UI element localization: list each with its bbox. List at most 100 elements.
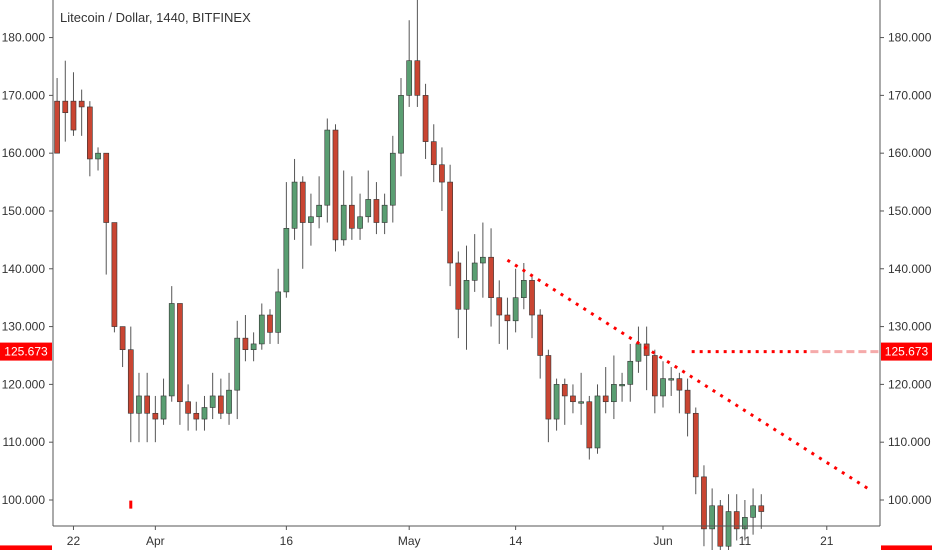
candle xyxy=(430,124,437,183)
candle-body xyxy=(193,412,200,420)
candle xyxy=(471,234,478,292)
candle xyxy=(283,182,290,298)
candle xyxy=(668,367,675,396)
candle xyxy=(709,488,715,550)
candle-body xyxy=(496,297,503,316)
y-tick-label-right: 160.000 xyxy=(888,146,932,160)
candle-body xyxy=(488,256,494,298)
candle xyxy=(54,78,60,154)
candle xyxy=(676,372,683,414)
candle-body xyxy=(439,164,445,183)
y-tick-label-left: 140.000 xyxy=(2,262,46,276)
candles-group xyxy=(54,0,765,550)
candle xyxy=(643,326,650,391)
candle-body xyxy=(635,343,642,362)
candle-body xyxy=(381,204,388,223)
candle xyxy=(422,83,429,159)
candle xyxy=(488,228,494,327)
candle xyxy=(365,170,372,223)
candle xyxy=(152,395,159,443)
price-label-right: 125.673 xyxy=(885,345,929,359)
candle xyxy=(218,378,224,420)
y-ticks-right: 180.000 170.000 160.000 150.000 140.000 130.0… xyxy=(880,31,932,507)
trendline xyxy=(506,258,869,490)
candle xyxy=(160,378,167,425)
candle xyxy=(447,164,453,287)
candle xyxy=(201,395,208,431)
candle-body xyxy=(668,378,675,381)
candle xyxy=(504,297,511,350)
candle-body xyxy=(185,401,191,414)
candle xyxy=(586,395,593,460)
candle-body xyxy=(504,314,511,322)
candle-body xyxy=(676,378,683,391)
candle xyxy=(267,309,273,344)
candle-body xyxy=(430,141,437,166)
candle xyxy=(381,193,388,235)
candle xyxy=(316,176,322,229)
price-label-left: 90.583 xyxy=(8,547,45,550)
candle-body xyxy=(258,314,265,345)
candle xyxy=(62,60,69,142)
candle xyxy=(242,315,249,362)
candle xyxy=(95,147,101,171)
candle-body xyxy=(250,343,257,351)
candle-body xyxy=(160,395,167,420)
candle xyxy=(463,245,470,350)
candle-body xyxy=(733,511,740,530)
candle-body xyxy=(692,412,699,478)
candle-body xyxy=(62,100,69,114)
price-label-left: 125.673 xyxy=(4,345,48,359)
candle xyxy=(725,494,732,550)
candle-body xyxy=(545,355,552,420)
candle-body xyxy=(701,476,707,530)
candle xyxy=(512,268,519,333)
y-tick-label-right: 110.000 xyxy=(888,435,931,449)
candle xyxy=(299,176,306,269)
y-ticks-left: 180.000 170.000 160.000 150.000 140.000 130.0… xyxy=(2,31,53,507)
candle xyxy=(439,147,445,211)
candle xyxy=(561,378,568,425)
candle-body xyxy=(111,222,118,327)
y-tick-label-left: 100.000 xyxy=(2,493,46,507)
candle xyxy=(537,309,544,379)
candle-body xyxy=(578,401,584,404)
candle xyxy=(406,20,413,107)
candle xyxy=(578,372,584,425)
candle xyxy=(389,135,396,223)
candle-body xyxy=(463,280,470,310)
candle-body xyxy=(226,389,232,414)
candle xyxy=(455,251,462,339)
candle xyxy=(373,182,380,235)
price-label-left-bg xyxy=(0,545,52,550)
candle-body xyxy=(275,291,282,333)
candle xyxy=(758,494,765,529)
candle-body xyxy=(520,280,527,298)
candle xyxy=(627,343,634,402)
candle xyxy=(480,222,486,298)
candle-body xyxy=(291,181,298,229)
candle-body xyxy=(725,511,732,547)
candle xyxy=(111,222,118,333)
x-tick-label: Apr xyxy=(146,534,165,548)
candle xyxy=(414,0,421,107)
candle-body xyxy=(70,100,77,131)
candle xyxy=(660,361,666,408)
candle-body xyxy=(332,129,339,241)
y-tick-label-right: 140.000 xyxy=(888,262,932,276)
candle-body xyxy=(78,100,85,108)
candle xyxy=(324,118,331,223)
chart-title: Litecoin / Dollar, 1440, BITFINEX xyxy=(60,10,251,25)
candle-body xyxy=(750,505,756,518)
x-ticks: 22 Apr 16 May 14 Jun 11 21 xyxy=(67,526,834,548)
y-tick-label-right: 120.000 xyxy=(888,377,932,391)
candle-body xyxy=(471,262,478,281)
candle-body xyxy=(643,343,650,356)
candle-body xyxy=(594,395,601,449)
candle xyxy=(168,286,175,402)
candle-body xyxy=(299,181,306,223)
candle-body xyxy=(529,280,535,316)
candle xyxy=(398,78,404,177)
candle-body xyxy=(447,181,453,264)
y-tick-label-right: 170.000 xyxy=(888,88,932,102)
